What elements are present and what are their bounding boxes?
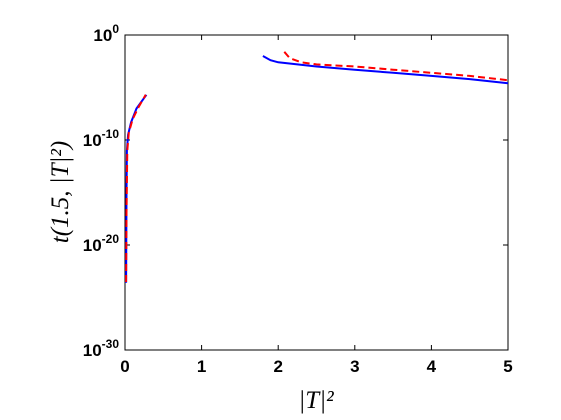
x-axis-label: |T|²	[298, 387, 334, 414]
series-line	[125, 94, 147, 283]
y-tick-label: 100	[93, 22, 119, 45]
plot-area	[124, 34, 509, 351]
y-tick-label: 10-10	[83, 127, 120, 150]
x-tick-label: 2	[273, 357, 282, 376]
series-line	[283, 51, 509, 82]
x-tick-label: 3	[350, 357, 359, 376]
x-tick-label: 1	[197, 357, 206, 376]
y-tick-label: 10-20	[83, 232, 120, 255]
y-axis-label: t(1.5, |T|²)	[47, 141, 74, 244]
x-tick-label: 5	[503, 357, 512, 376]
y-tick-label: 10-30	[83, 337, 120, 360]
x-tick-label: 4	[427, 357, 437, 376]
x-tick-label: 0	[120, 357, 129, 376]
series-line	[262, 55, 509, 85]
